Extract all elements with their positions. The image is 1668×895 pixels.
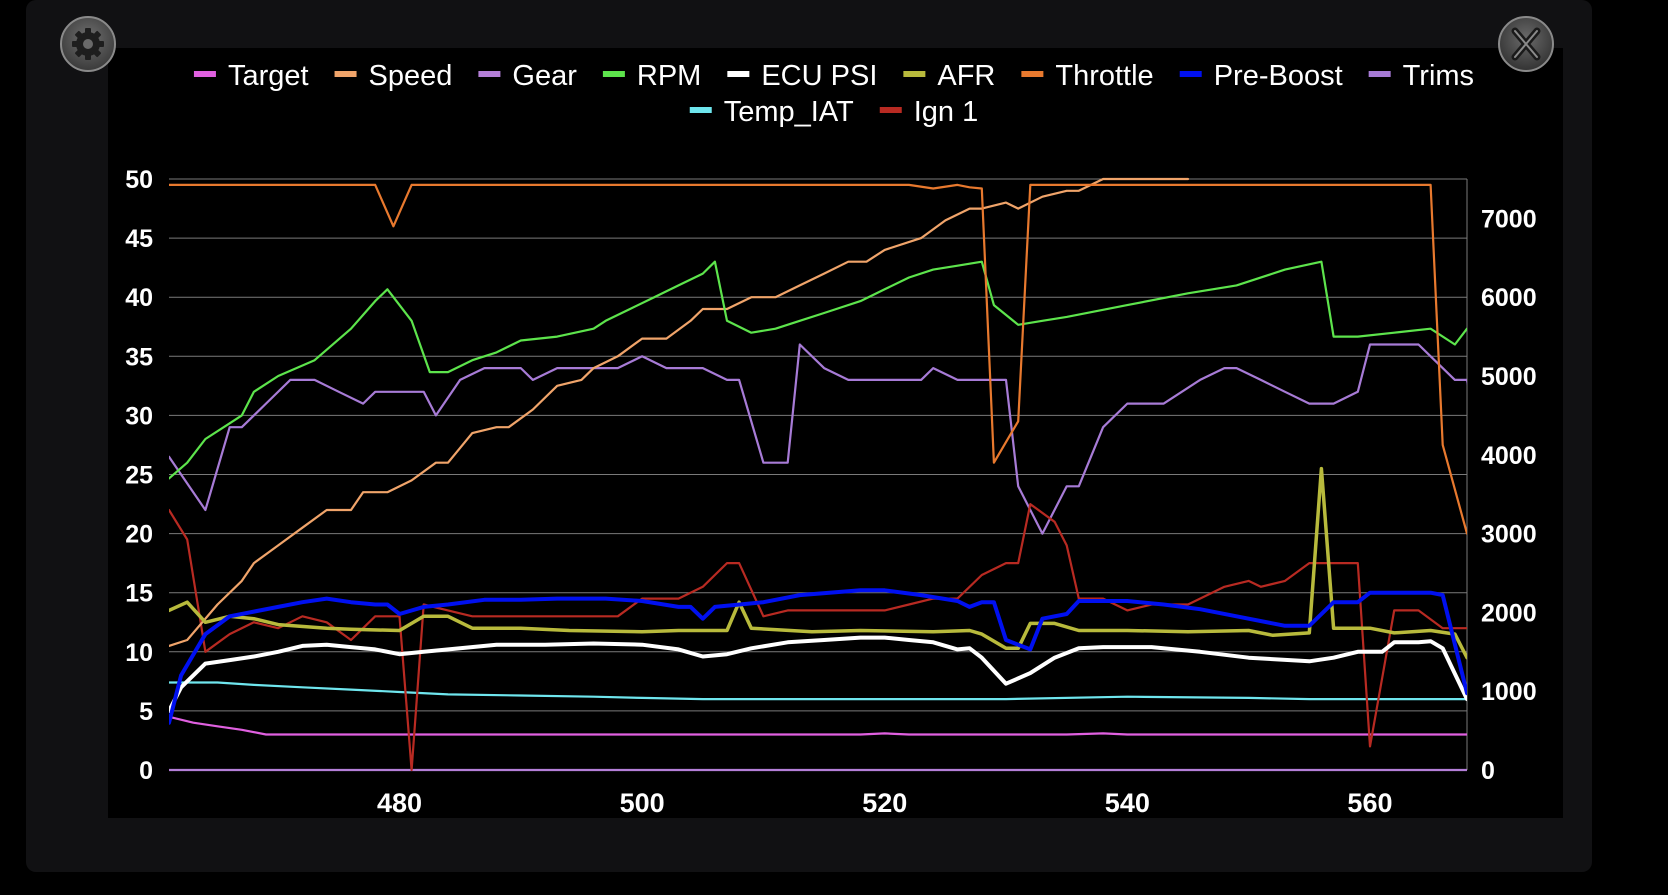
x-tick-label: 500 [620,788,665,818]
legend-swatch-speed [334,71,357,77]
y-left-tick-label: 15 [125,580,153,608]
y-left-tick-label: 30 [125,402,153,430]
y-right-tick-label: 6000 [1481,284,1537,312]
y-right-tick-label: 5000 [1481,363,1537,391]
y-left-tick-label: 5 [139,698,153,726]
y-left-tick-label: 50 [125,166,153,194]
y-left-tick-label: 20 [125,521,153,549]
x-tick-label: 540 [1105,788,1150,818]
y-left-tick-label: 45 [125,225,153,253]
series-lines [169,177,1467,772]
legend-swatch-ecu-psi [727,71,750,77]
legend-label-rpm: RPM [637,60,701,92]
legend-swatch-gear [478,71,501,77]
series-line-trims [169,343,1467,535]
y-right-tick-label: 4000 [1481,442,1537,470]
legend: Target Speed Gear RPM ECU PSI AFR Throttle Pre-… [193,60,1474,128]
y-right-tick-label: 0 [1481,757,1495,785]
y-right-tick-label: 3000 [1481,521,1537,549]
y-left-tick-label: 35 [125,343,153,371]
close-icon[interactable] [1497,15,1555,73]
y-left-tick-label: 0 [139,757,153,785]
legend-label-pre-boost: Pre-Boost [1214,60,1343,92]
grid [169,178,1468,771]
legend-label-throttle: Throttle [1055,60,1153,92]
series-line-pre-boost [169,588,1467,725]
legend-label-trims: Trims [1403,60,1474,92]
legend-swatch-pre-boost [1179,71,1202,77]
series-line-ecu-psi [169,635,1467,713]
series-line-throttle [169,183,1467,535]
gear-icon[interactable] [59,15,117,73]
legend-swatch-trims [1368,71,1391,77]
y-right-tick-label: 2000 [1481,599,1537,627]
y-left-tick-label: 25 [125,462,153,490]
legend-swatch-afr [903,71,926,77]
y-left-tick-label: 10 [125,639,153,667]
y-right-tick-label: 7000 [1481,205,1537,233]
y-left-tick-label: 40 [125,284,153,312]
x-tick-label: 520 [862,788,907,818]
legend-label-ign-1: Ign 1 [914,96,979,128]
series-line-afr [169,466,1467,660]
legend-swatch-target [193,71,216,77]
series-line-temp-iat [169,681,1467,701]
y-right-tick-label: 1000 [1481,678,1537,706]
legend-label-ecu-psi: ECU PSI [761,60,877,92]
legend-swatch-ign-1 [879,107,902,113]
series-line-target [169,715,1467,736]
series-line-rpm [169,260,1467,480]
legend-label-gear: Gear [512,60,577,92]
axes: 0510152025303540455001000200030004000500… [125,166,1536,818]
series-line-ign-1 [169,503,1467,772]
legend-label-target: Target [228,60,309,92]
legend-swatch-temp-iat [689,107,712,113]
x-tick-label: 480 [377,788,422,818]
legend-swatch-throttle [1021,71,1044,77]
legend-label-speed: Speed [369,60,453,92]
series-line-speed [169,177,1190,647]
legend-label-temp-iat: Temp_IAT [724,96,854,128]
x-tick-label: 560 [1347,788,1392,818]
legend-label-afr: AFR [937,60,995,92]
legend-swatch-rpm [602,71,625,77]
